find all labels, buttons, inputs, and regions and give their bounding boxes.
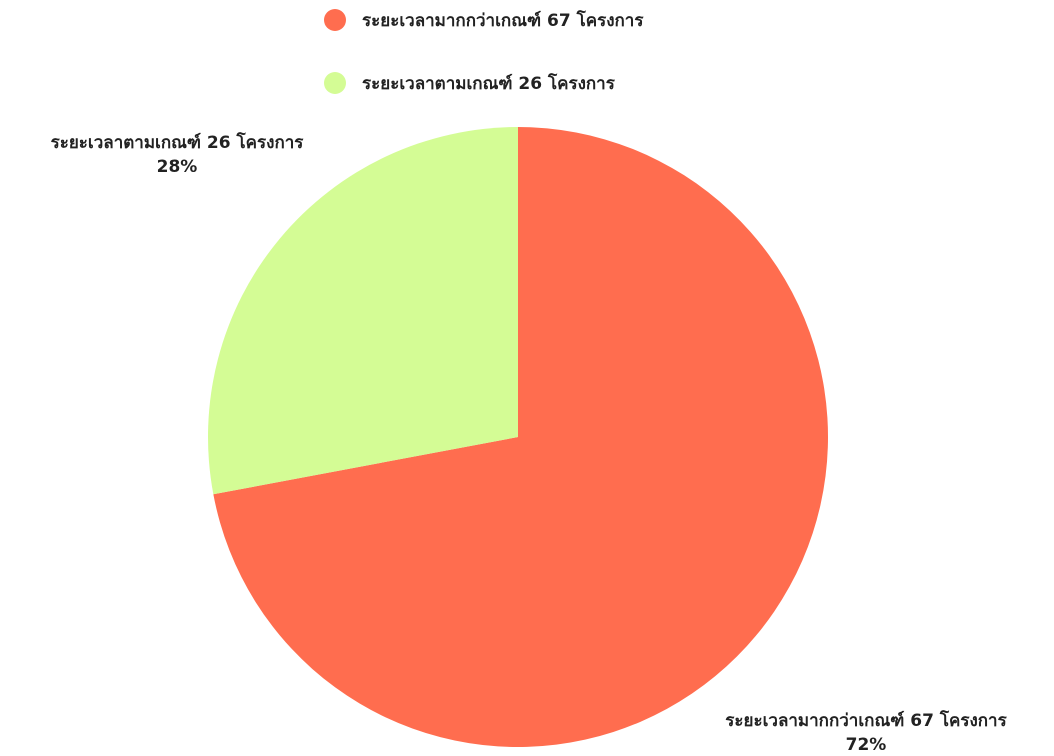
chart-legend: ระยะเวลามากกว่าเกณฑ์ 67 โครงการระยะเวลาต… — [324, 9, 644, 94]
legend-item-2[interactable]: ระยะเวลาตามเกณฑ์ 26 โครงการ — [324, 72, 616, 94]
legend-label-1: ระยะเวลามากกว่าเกณฑ์ 67 โครงการ — [362, 10, 644, 31]
slice-label-2: ระยะเวลาตามเกณฑ์ 26 โครงการ — [51, 132, 305, 153]
pie-slice-2 — [208, 127, 518, 495]
pie-slice-1 — [213, 127, 829, 748]
legend-item-1[interactable]: ระยะเวลามากกว่าเกณฑ์ 67 โครงการ — [324, 9, 644, 31]
slice-label-1: ระยะเวลามากกว่าเกณฑ์ 67 โครงการ — [725, 710, 1007, 731]
legend-marker-2 — [324, 72, 346, 94]
pie-slices — [208, 127, 829, 748]
legend-label-2: ระยะเวลาตามเกณฑ์ 26 โครงการ — [362, 73, 616, 94]
slice-percent-2: 28% — [157, 157, 198, 177]
slice-labels: ระยะเวลามากกว่าเกณฑ์ 67 โครงการ 72% ระยะเว… — [51, 132, 1008, 755]
legend-marker-1 — [324, 9, 346, 31]
slice-percent-1: 72% — [846, 735, 887, 755]
